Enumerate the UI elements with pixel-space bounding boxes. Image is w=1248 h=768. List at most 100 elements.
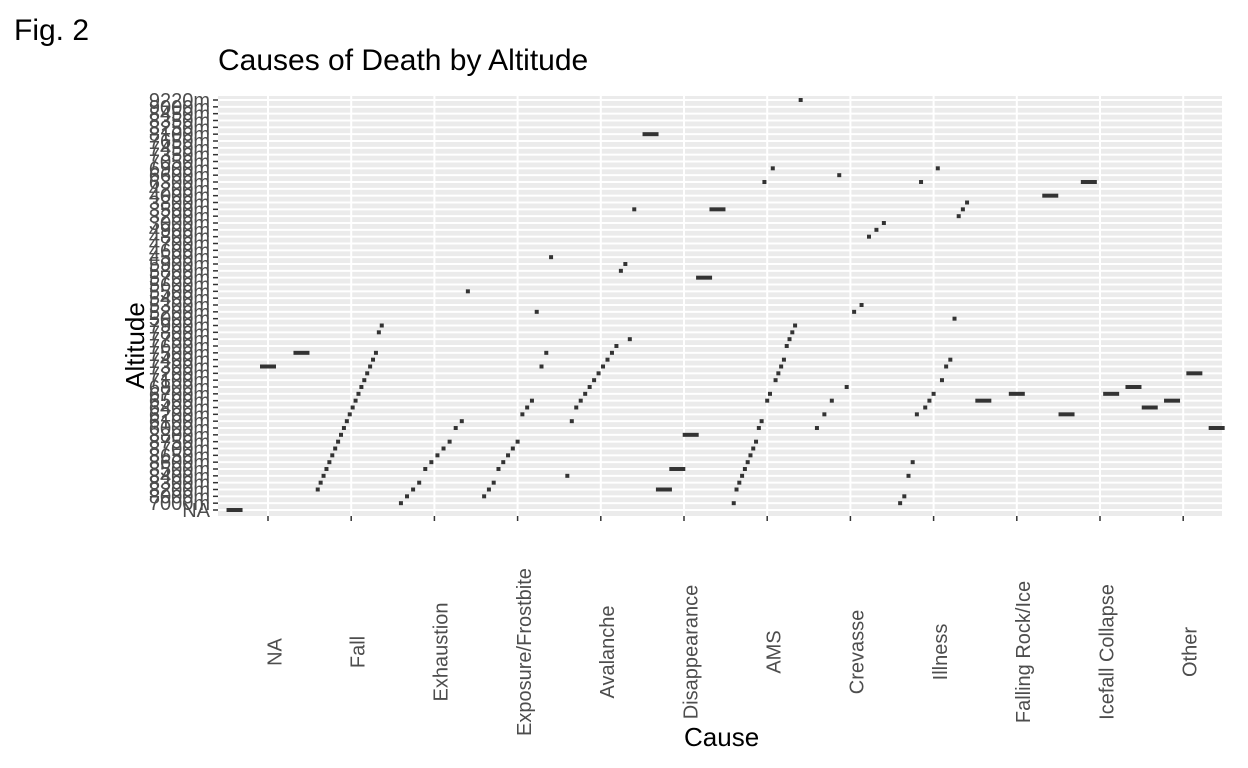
x-tick-label: Crevasse — [847, 610, 869, 694]
data-points — [226, 98, 1225, 512]
y-tick-label: 7400m — [149, 350, 210, 372]
y-tick-label: 7350m — [149, 145, 210, 167]
data-point — [515, 439, 520, 444]
y-tick-label: 7050m — [149, 152, 210, 174]
y-tick-label: 5600m — [149, 275, 210, 297]
data-point — [344, 419, 349, 424]
data-point — [902, 494, 907, 499]
data-point — [333, 446, 338, 451]
y-tick-label: 6900m — [149, 158, 210, 180]
data-point — [931, 391, 936, 396]
data-point — [506, 453, 511, 458]
data-point — [315, 487, 320, 492]
data-point — [429, 460, 434, 465]
data-point — [952, 316, 957, 321]
data-point — [632, 207, 637, 212]
data-point — [737, 480, 742, 485]
x-tick-label: Illness — [930, 624, 952, 681]
y-tick-label: 7800m — [149, 322, 210, 344]
data-point — [709, 207, 726, 212]
data-point — [960, 207, 965, 212]
data-point — [336, 439, 341, 444]
data-point — [874, 227, 879, 232]
y-tick-label: 7500m — [149, 343, 210, 365]
y-tick-label: 3800m — [149, 193, 210, 215]
data-point — [939, 378, 944, 383]
data-point — [1141, 405, 1158, 410]
y-tick-label: 8200m — [149, 480, 210, 502]
data-point — [465, 289, 470, 294]
data-point — [491, 480, 496, 485]
y-tick-label: 7650m — [149, 131, 210, 153]
y-tick-label: 4900m — [149, 220, 210, 242]
grid-lines — [218, 96, 1222, 516]
data-point — [748, 453, 753, 458]
data-point — [321, 473, 326, 478]
data-point — [539, 364, 544, 369]
data-point — [898, 501, 903, 506]
data-point — [318, 480, 323, 485]
data-point — [1080, 180, 1097, 184]
x-tick-label: NA — [264, 637, 286, 665]
data-point — [767, 391, 772, 396]
data-point — [682, 432, 699, 437]
data-point — [731, 501, 736, 506]
y-tick-label: 7600m — [149, 336, 210, 358]
data-point — [324, 467, 329, 471]
y-tick-label: 4600m — [149, 240, 210, 262]
x-tick-label: Other — [1179, 627, 1201, 677]
data-point — [956, 214, 961, 219]
data-point — [837, 173, 842, 178]
data-point — [765, 398, 770, 403]
data-point — [944, 364, 949, 369]
data-point — [226, 508, 243, 512]
data-point — [1103, 391, 1120, 396]
data-point — [447, 439, 452, 444]
data-point — [486, 487, 491, 492]
data-point — [927, 398, 932, 403]
y-tick-label: 7900m — [149, 316, 210, 338]
y-tick-label: 6100m — [149, 411, 210, 433]
data-point — [525, 405, 530, 410]
y-tick-label: 5500m — [149, 281, 210, 303]
y-tick-label: 6700m — [149, 384, 210, 406]
y-axis-ticks: NA7000m8000m8200m8300m8400m8500m8600m865… — [149, 90, 218, 522]
y-tick-label: 8300m — [149, 473, 210, 495]
y-tick-label: 7200m — [149, 363, 210, 385]
data-point — [341, 426, 346, 430]
data-point — [745, 460, 750, 465]
y-tick-label: 8350m — [149, 111, 210, 133]
data-point — [948, 357, 953, 362]
data-point — [544, 350, 549, 355]
y-tick-label: 6400m — [149, 398, 210, 420]
data-point — [496, 467, 501, 471]
data-point — [844, 385, 849, 389]
data-point — [655, 487, 672, 492]
y-tick-label: 6300m — [149, 172, 210, 194]
data-point — [852, 309, 857, 314]
y-tick-label: 5700m — [149, 268, 210, 290]
figure-label: Fig. 2 — [14, 14, 90, 47]
x-axis-label: Cause — [684, 722, 760, 752]
y-tick-label: NA — [182, 500, 210, 522]
y-tick-label: 8250m — [149, 117, 210, 139]
data-point — [881, 221, 886, 225]
data-point — [501, 460, 506, 465]
data-point — [417, 480, 422, 485]
y-tick-label: 9000m — [149, 97, 210, 119]
y-tick-label: 4800m — [149, 227, 210, 249]
y-tick-label: 3500m — [149, 199, 210, 221]
y-tick-label: 5400m — [149, 288, 210, 310]
y-tick-label: 5900m — [149, 254, 210, 276]
data-point — [627, 337, 632, 342]
data-point — [405, 494, 410, 499]
data-point — [751, 446, 756, 451]
data-point — [423, 467, 428, 471]
data-point — [459, 419, 464, 424]
x-tick-label: Disappearance — [680, 585, 702, 720]
data-point — [642, 132, 659, 137]
data-point — [696, 275, 713, 280]
data-point — [376, 330, 381, 335]
y-tick-label: 4700m — [149, 234, 210, 256]
data-point — [368, 364, 373, 369]
